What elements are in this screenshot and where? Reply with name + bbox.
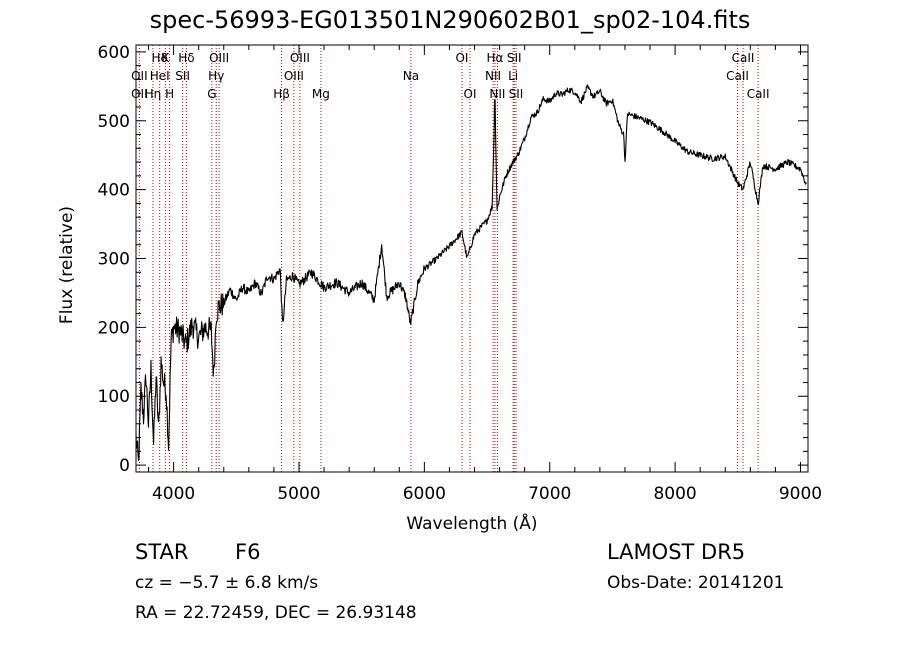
x-axis-label: Wavelength (Å) [406, 512, 537, 534]
x-tick-label: 7000 [528, 484, 571, 504]
axis-ticks [136, 45, 808, 472]
spectral-line-label: Hα [486, 51, 503, 65]
spectral-line-label: SII [507, 51, 522, 65]
spectral-line-label: OIII [209, 51, 229, 65]
spectral-line-label: Li [508, 69, 518, 83]
line-markers [138, 45, 759, 472]
plot-frame [135, 44, 809, 473]
y-tick-label: 100 [98, 387, 130, 407]
survey-name: LAMOST DR5 [607, 540, 746, 564]
x-tick-label: 5000 [277, 484, 320, 504]
x-tick-label: 9000 [779, 484, 822, 504]
coordinates: RA = 22.72459, DEC = 26.93148 [135, 603, 417, 623]
spectral-line-label: CaII [732, 51, 755, 65]
y-tick-label: 0 [119, 456, 130, 476]
object-subclass: F6 [235, 540, 261, 564]
spectral-line-label: Na [403, 69, 419, 83]
spectral-line-label: Hγ [208, 69, 224, 83]
spectral-line-label: Hδ [178, 51, 194, 65]
object-class: STAR [135, 540, 189, 564]
y-tick-label: 500 [98, 112, 130, 132]
spectrum-line [135, 84, 807, 462]
spectral-line-label: Hη [145, 87, 162, 101]
spectral-line-label: OIII [290, 51, 310, 65]
spectral-line-label: CaII [726, 69, 749, 83]
y-tick-label: 200 [98, 318, 130, 338]
series-layer [135, 84, 807, 462]
y-tick-label: 300 [98, 250, 130, 270]
chart-title: spec-56993-EG013501N290602B01_sp02-104.f… [149, 6, 751, 34]
spectral-line-label: Mg [312, 87, 330, 101]
spectral-line-label: OI [464, 87, 477, 101]
observation-date: Obs-Date: 20141201 [607, 573, 785, 593]
spectral-line-label: G [207, 87, 216, 101]
spectral-line-label: SII [175, 69, 190, 83]
x-tick-label: 8000 [653, 484, 696, 504]
y-axis-label: Flux (relative) [57, 206, 77, 324]
x-tick-label: 6000 [403, 484, 446, 504]
spectral-line-label: H [165, 87, 174, 101]
spectral-line-label: OIII [284, 69, 304, 83]
spectral-line-label: Hβ [273, 87, 290, 101]
spectral-line-label: SII [509, 87, 524, 101]
spectral-line-label: OI [455, 51, 468, 65]
spectral-line-label: NII [485, 69, 501, 83]
spectral-line-label: OII [131, 69, 148, 83]
y-tick-label: 400 [98, 181, 130, 201]
spectral-line-label: CaII [747, 87, 770, 101]
plot-border [135, 44, 809, 473]
spectral-line-label: K [161, 51, 170, 65]
spectral-line-label: NII [489, 87, 505, 101]
redshift-cz: cz = −5.7 ± 6.8 km/s [135, 573, 319, 593]
spectral-line-label: OII [131, 87, 148, 101]
x-tick-label: 4000 [152, 484, 195, 504]
y-tick-label: 600 [98, 43, 130, 63]
spectral-line-label: Hδ [152, 51, 168, 65]
tick-labels: 4000 5000 6000 7000 8000 9000 0 100 200 300 400 500… [98, 43, 823, 504]
spectral-line-label: HeI [150, 69, 170, 83]
